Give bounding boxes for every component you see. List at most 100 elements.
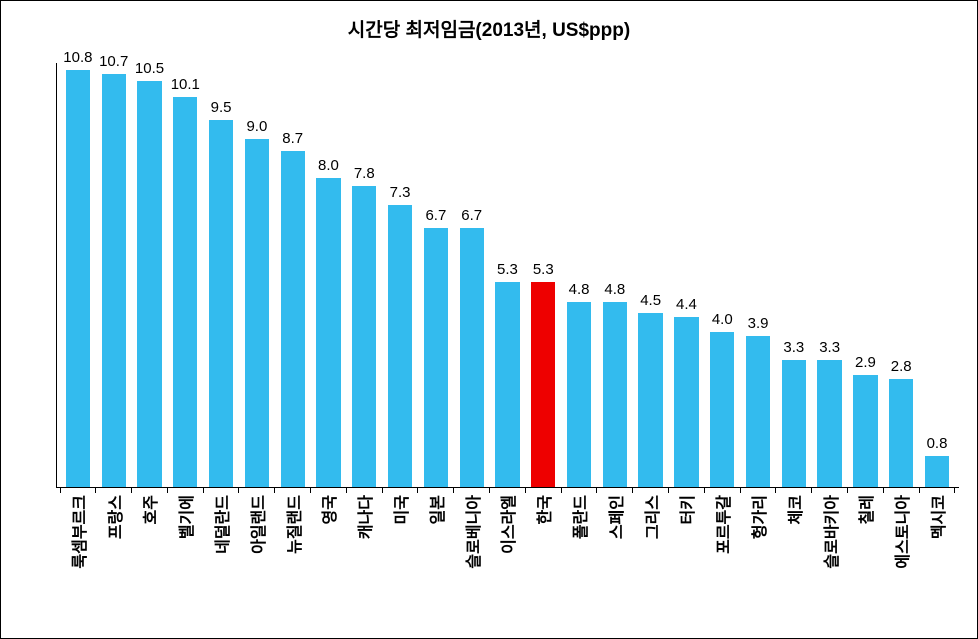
x-tick bbox=[489, 488, 490, 493]
x-label-slot: 이스라엘 bbox=[490, 495, 526, 618]
x-label: 폴란드 bbox=[567, 495, 591, 539]
x-tick bbox=[453, 488, 454, 493]
bar bbox=[531, 282, 555, 487]
x-label-slot: 룩셈부르크 bbox=[60, 495, 96, 618]
bar-value-label: 4.4 bbox=[669, 296, 705, 313]
bar-slot: 9.0 bbox=[239, 63, 275, 487]
bar bbox=[782, 360, 806, 488]
x-tick bbox=[131, 488, 132, 493]
x-labels-region: 룩셈부르크프랑스호주벨기에네덜란드아일랜드뉴질랜드영국캐나다미국일본슬로베니아이… bbox=[56, 495, 959, 618]
x-tick bbox=[954, 488, 955, 493]
x-label-slot: 체코 bbox=[776, 495, 812, 618]
bar bbox=[137, 81, 161, 487]
x-tick bbox=[883, 488, 884, 493]
bar-value-label: 7.8 bbox=[346, 165, 382, 182]
bar-slot: 4.5 bbox=[633, 63, 669, 487]
bar-value-label: 10.5 bbox=[132, 60, 168, 77]
x-label-slot: 헝가리 bbox=[740, 495, 776, 618]
bar bbox=[817, 360, 841, 488]
bar-value-label: 4.8 bbox=[561, 281, 597, 298]
bar-slot: 3.9 bbox=[740, 63, 776, 487]
bar bbox=[889, 379, 913, 487]
bar bbox=[66, 70, 90, 487]
bar-slot: 8.0 bbox=[311, 63, 347, 487]
x-label-slot: 벨기에 bbox=[167, 495, 203, 618]
bar-slot: 7.8 bbox=[346, 63, 382, 487]
bar-slot: 6.7 bbox=[418, 63, 454, 487]
bar-slot: 4.8 bbox=[561, 63, 597, 487]
x-label: 호주 bbox=[137, 495, 161, 524]
bar-slot: 5.3 bbox=[490, 63, 526, 487]
x-tick bbox=[274, 488, 275, 493]
x-label-slot: 프랑스 bbox=[96, 495, 132, 618]
x-tick bbox=[596, 488, 597, 493]
bar bbox=[245, 139, 269, 487]
bar bbox=[460, 228, 484, 487]
bar bbox=[746, 336, 770, 487]
x-label: 포르투갈 bbox=[710, 495, 734, 554]
bar-value-label: 10.1 bbox=[167, 76, 203, 93]
x-tick bbox=[740, 488, 741, 493]
x-label-slot: 한국 bbox=[525, 495, 561, 618]
x-label-slot: 호주 bbox=[132, 495, 168, 618]
bar-slot: 3.3 bbox=[776, 63, 812, 487]
x-label: 벨기에 bbox=[173, 495, 197, 539]
bar-slot: 3.3 bbox=[812, 63, 848, 487]
bar-slot: 2.8 bbox=[883, 63, 919, 487]
x-label: 한국 bbox=[531, 495, 555, 524]
x-label-slot: 네덜란드 bbox=[203, 495, 239, 618]
bar-value-label: 4.0 bbox=[704, 311, 740, 328]
x-label: 캐나다 bbox=[352, 495, 376, 539]
x-label: 에스토니아 bbox=[889, 495, 913, 569]
bar-value-label: 4.5 bbox=[633, 292, 669, 309]
x-label-slot: 에스토니아 bbox=[883, 495, 919, 618]
bar-slot: 4.4 bbox=[669, 63, 705, 487]
x-tick bbox=[847, 488, 848, 493]
x-tick bbox=[346, 488, 347, 493]
bar-slot: 0.8 bbox=[919, 63, 955, 487]
x-label: 그리스 bbox=[639, 495, 663, 539]
bar-slot: 10.8 bbox=[60, 63, 96, 487]
bar-value-label: 8.0 bbox=[311, 157, 347, 174]
x-label: 뉴질랜드 bbox=[281, 495, 305, 554]
bar-slot: 2.9 bbox=[848, 63, 884, 487]
x-label-slot: 일본 bbox=[418, 495, 454, 618]
bar-slot: 10.7 bbox=[96, 63, 132, 487]
x-tick bbox=[525, 488, 526, 493]
bar bbox=[352, 186, 376, 487]
x-tick bbox=[704, 488, 705, 493]
plot-area: 10.810.710.510.19.59.08.78.07.87.36.76.7… bbox=[56, 63, 959, 618]
x-label: 헝가리 bbox=[746, 495, 770, 539]
x-label-slot: 슬로베니아 bbox=[454, 495, 490, 618]
bar bbox=[495, 282, 519, 487]
x-label: 멕시코 bbox=[925, 495, 949, 539]
x-label-slot: 그리스 bbox=[633, 495, 669, 618]
x-label: 영국 bbox=[316, 495, 340, 524]
bar bbox=[388, 205, 412, 487]
x-label: 네덜란드 bbox=[209, 495, 233, 554]
x-tick bbox=[811, 488, 812, 493]
bar bbox=[209, 120, 233, 487]
bar-slot: 6.7 bbox=[454, 63, 490, 487]
chart-container: 시간당 최저임금(2013년, US$ppp) 10.810.710.510.1… bbox=[0, 0, 978, 639]
x-label-slot: 칠레 bbox=[848, 495, 884, 618]
x-tick bbox=[203, 488, 204, 493]
bar bbox=[567, 302, 591, 487]
bar-value-label: 9.0 bbox=[239, 118, 275, 135]
x-tick bbox=[632, 488, 633, 493]
bar-slot: 10.5 bbox=[132, 63, 168, 487]
bar bbox=[674, 317, 698, 487]
bar-slot: 4.0 bbox=[704, 63, 740, 487]
bar bbox=[173, 97, 197, 487]
bar-value-label: 5.3 bbox=[525, 261, 561, 278]
x-tick bbox=[310, 488, 311, 493]
x-tick bbox=[238, 488, 239, 493]
x-tick bbox=[382, 488, 383, 493]
bar-value-label: 5.3 bbox=[490, 261, 526, 278]
x-tick bbox=[561, 488, 562, 493]
bar-value-label: 0.8 bbox=[919, 435, 955, 452]
x-label-slot: 뉴질랜드 bbox=[275, 495, 311, 618]
bar-value-label: 8.7 bbox=[275, 130, 311, 147]
bar bbox=[424, 228, 448, 487]
x-label-slot: 포르투갈 bbox=[704, 495, 740, 618]
